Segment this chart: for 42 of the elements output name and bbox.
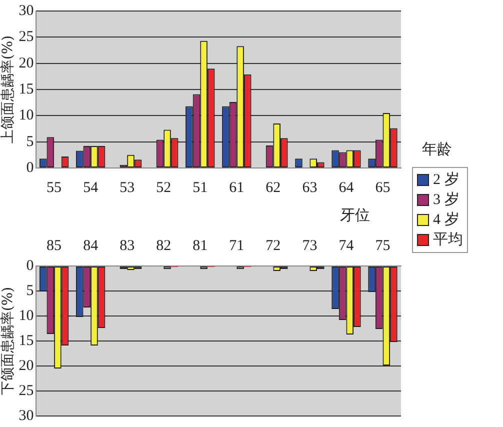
x-tick-label: 71 (229, 238, 244, 254)
legend-label: 2 岁 (433, 170, 460, 190)
x-tick-label: 82 (156, 238, 172, 254)
x-tick-label: 83 (120, 238, 135, 254)
y-tick-label: 10 (18, 108, 34, 124)
y-tick-label: 20 (18, 55, 34, 72)
y-axis-title: 下颌面患龋率(%) (0, 286, 16, 396)
legend-label: 4 岁 (433, 210, 460, 230)
x-tick-label: 62 (266, 180, 281, 196)
y-tick-label: 15 (18, 332, 34, 349)
x-tick-label: 81 (192, 238, 208, 254)
x-tick-label: 63 (302, 180, 318, 196)
x-tick-label: 73 (302, 238, 318, 254)
x-tick-label: 74 (338, 238, 354, 254)
y-tick-label: 30 (18, 408, 34, 424)
y-tick-label: 30 (18, 2, 34, 19)
y-tick-label: 25 (18, 29, 34, 46)
x-tick-label: 55 (46, 180, 62, 196)
x-tick-label: 61 (229, 180, 244, 196)
x-tick-label: 65 (375, 180, 390, 196)
x-tick-label: 84 (83, 238, 99, 254)
y-tick-label: 10 (18, 308, 34, 324)
x-axis-title: 牙位 (340, 207, 370, 225)
x-tick-label: 52 (156, 180, 172, 196)
y-tick-label: 0 (26, 258, 34, 274)
legend-label: 3 岁 (433, 190, 460, 210)
y-tick-label: 0 (26, 160, 34, 176)
y-tick-label: 25 (18, 382, 34, 399)
x-tick-label: 85 (46, 238, 62, 254)
legend-title: 年龄 (422, 140, 453, 159)
y-tick-label: 20 (18, 358, 34, 374)
x-tick-label: 72 (266, 238, 281, 254)
x-tick-label: 54 (83, 180, 99, 196)
legend-label: 平均 (433, 231, 463, 250)
y-tick-label: 5 (26, 282, 34, 299)
y-tick-label: 5 (26, 134, 34, 150)
x-tick-label: 75 (375, 238, 390, 254)
y-axis-title: 上颌面患龋率(%) (0, 35, 16, 144)
x-tick-label: 53 (120, 180, 135, 196)
y-tick-label: 15 (18, 81, 34, 98)
x-tick-label: 51 (192, 180, 208, 196)
x-tick-label: 64 (338, 180, 354, 196)
